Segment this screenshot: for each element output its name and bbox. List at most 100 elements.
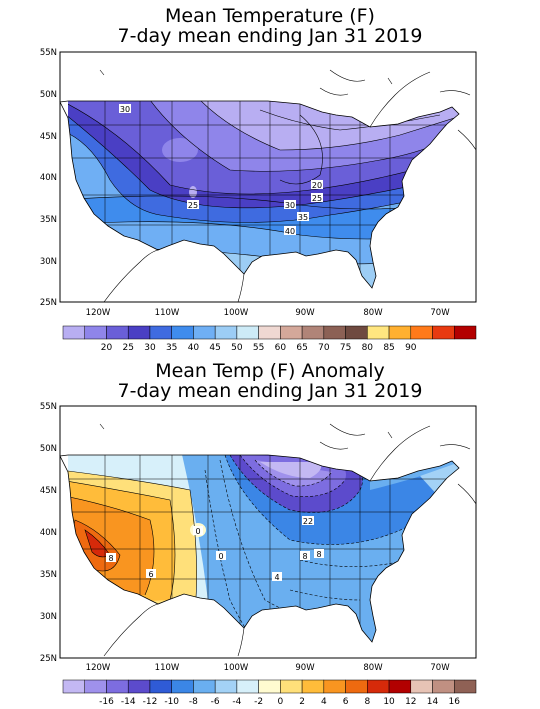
top-contour-label: 25 [188,201,198,210]
top-lon-label: 80W [363,308,383,318]
top-legend-label: 75 [340,343,351,353]
top-legend-label: 55 [253,343,264,353]
top-lat-labels: 55N 50N 45N 40N 35N 30N 25N [40,48,57,308]
top-coastlines [99,69,476,302]
top-legend-swatch [171,325,194,340]
bottom-legend-swatch [345,679,368,694]
top-legend-label: 40 [188,343,200,353]
top-lon-label: 110W [155,308,180,318]
top-legend-swatch [367,325,390,340]
bottom-legend-label: -14 [121,697,136,707]
bottom-legend-label: 0 [278,697,284,707]
bottom-legend-label: -6 [211,697,220,707]
bottom-legend-label: -8 [189,697,198,707]
bottom-map: 22 8 8 0 4 8 6 0 55N 50N 45N 40N 35N 30N… [40,402,477,707]
top-legend-swatch [323,325,346,340]
bottom-legend-swatch [323,679,346,694]
top-legend-label: 20 [101,343,113,353]
top-legend-label: 65 [296,343,307,353]
bottom-legend-swatch [106,679,129,694]
bottom-legend-swatch [84,679,107,694]
top-legend-swatch [432,325,455,340]
bottom-contour-label: 0 [218,552,223,561]
bottom-lon-labels: 120W 110W 100W 90W 80W 70W [86,663,451,673]
top-contour-labels: 30 25 20 25 30 35 40 [119,104,323,236]
bottom-legend-swatch [388,679,412,694]
bottom-lon-label: 90W [295,663,315,673]
bottom-legend-swatch [127,679,151,694]
top-legend-swatch [345,325,368,340]
top-map-frame [59,51,477,303]
top-legend-swatch [127,325,151,340]
bottom-legend-swatch [236,679,259,694]
bottom-legend-label: 4 [321,697,327,707]
top-legend-swatch [301,325,325,340]
bottom-legend-label: 12 [405,697,416,707]
bottom-lat-label: 50N [40,444,57,454]
top-contour-label: 35 [298,213,308,222]
top-lat-label: 35N [40,215,57,225]
top-legend-label: 70 [318,343,330,353]
top-legend-swatch [236,325,259,340]
bottom-contour-label: 6 [148,570,153,579]
bottom-legend-swatch [193,679,216,694]
bottom-lon-label: 120W [86,663,111,673]
bottom-lat-label: 40N [40,528,57,538]
bottom-contour-label: 8 [302,552,307,561]
bottom-lat-label: 45N [40,486,57,496]
top-legend-label: 30 [144,343,156,353]
bottom-legend-label: -4 [232,697,241,707]
bottom-contour-labels: 22 8 8 0 4 8 6 0 [106,516,324,582]
bottom-legend-label: -10 [164,697,179,707]
top-legend-swatch [106,325,129,340]
top-title-line1: Mean Temperature (F) [165,5,375,27]
top-lon-label: 90W [295,308,315,318]
bottom-legend-swatch [171,679,194,694]
top-lat-label: 25N [40,298,57,308]
top-lon-label: 70W [430,308,450,318]
bottom-lon-label: 110W [155,663,180,673]
bottom-legend-swatch [301,679,325,694]
top-lat-label: 55N [40,48,57,58]
bottom-legend-label: 10 [383,697,395,707]
top-legend-label: 90 [405,343,417,353]
top-legend-label: 45 [209,343,220,353]
bottom-contour-label: 8 [108,554,113,563]
top-legend-label: 85 [383,343,394,353]
bottom-title-line1: Mean Temp (F) Anomaly [155,360,385,382]
bottom-lat-label: 25N [40,654,57,664]
top-lat-label: 40N [40,173,57,183]
top-title-line2: 7-day mean ending Jan 31 2019 [117,25,423,47]
bottom-us-outline [59,454,460,643]
bottom-legend-swatch [214,679,238,694]
bottom-legend-label: 2 [299,697,305,707]
top-legend-swatch [84,325,107,340]
top-lat-label: 30N [40,257,57,267]
top-legend-swatch [258,325,281,340]
top-legend-swatch [280,325,303,340]
top-legend-swatch [149,325,172,340]
top-legend-swatch [410,325,433,340]
top-map: 30 25 20 25 30 35 40 55N 50N 45N 40N 35N… [40,48,477,353]
top-us-outline [59,100,460,289]
bottom-legend-label: -12 [143,697,158,707]
bottom-contour-label: 4 [274,573,279,582]
top-legend-label: 80 [362,343,374,353]
top-legend-label: 35 [166,343,177,353]
top-legend-swatch [62,325,85,340]
top-legend-label: 25 [122,343,133,353]
bottom-contour-label: 0 [195,527,200,536]
top-lon-label: 120W [86,308,111,318]
bottom-legend-label: 14 [427,697,439,707]
bottom-lon-label: 80W [363,663,383,673]
bottom-legend-label: -16 [99,697,114,707]
top-lat-label: 50N [40,90,57,100]
bottom-legend-label: 16 [449,697,461,707]
bottom-lat-label: 55N [40,402,57,412]
top-lat-label: 45N [40,132,57,142]
bottom-lon-label: 100W [224,663,249,673]
top-legend-swatch [214,325,238,340]
bottom-legend-label: 6 [343,697,349,707]
bottom-title-line2: 7-day mean ending Jan 31 2019 [117,380,423,402]
